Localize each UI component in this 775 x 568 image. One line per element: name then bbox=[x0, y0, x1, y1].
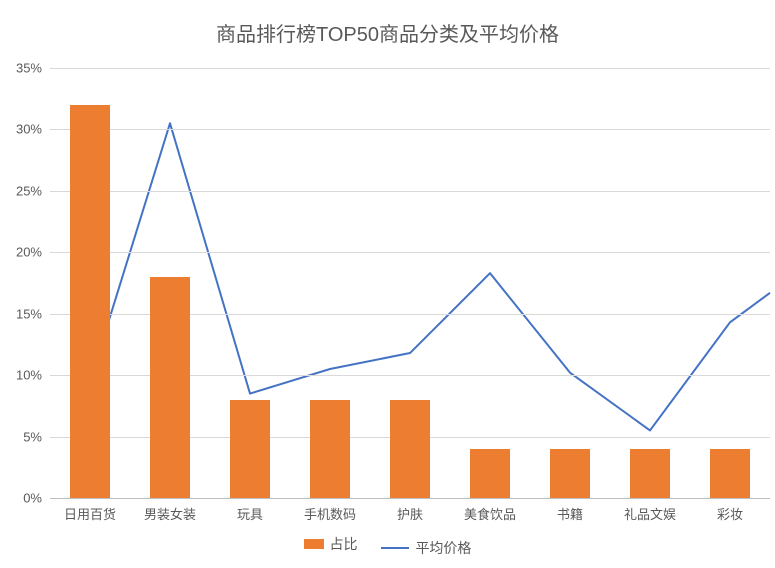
line-series bbox=[90, 123, 770, 430]
x-tick-label: 手机数码 bbox=[304, 504, 356, 523]
grid-line bbox=[50, 68, 770, 69]
y-tick-label: 10% bbox=[16, 368, 42, 383]
x-tick-label: 日用百货 bbox=[64, 504, 116, 523]
x-tick-label: 书籍 bbox=[557, 504, 583, 523]
bar bbox=[150, 277, 190, 498]
x-tick-label: 彩妆 bbox=[717, 504, 743, 523]
bar bbox=[310, 400, 350, 498]
bar bbox=[470, 449, 510, 498]
legend: 占比 平均价格 bbox=[0, 534, 775, 558]
chart-title: 商品排行榜TOP50商品分类及平均价格 bbox=[0, 18, 775, 47]
plot-area: 0%5%10%15%20%25%30%35%日用百货男装女装玩具手机数码护肤美食… bbox=[50, 68, 770, 499]
bar bbox=[230, 400, 270, 498]
legend-item-bar: 占比 bbox=[304, 534, 358, 554]
y-tick-label: 35% bbox=[16, 61, 42, 76]
y-tick-label: 20% bbox=[16, 245, 42, 260]
x-tick-label: 玩具 bbox=[237, 504, 263, 523]
y-tick-label: 30% bbox=[16, 122, 42, 137]
x-tick-label: 男装女装 bbox=[144, 504, 196, 523]
legend-label-line: 平均价格 bbox=[415, 538, 471, 558]
legend-swatch-bar bbox=[304, 539, 324, 549]
grid-line bbox=[50, 191, 770, 192]
bar bbox=[710, 449, 750, 498]
grid-line bbox=[50, 252, 770, 253]
x-tick-label: 美食饮品 bbox=[464, 504, 516, 523]
bar bbox=[70, 105, 110, 498]
y-tick-label: 5% bbox=[23, 429, 42, 444]
y-tick-label: 15% bbox=[16, 306, 42, 321]
x-tick-label: 礼品文娱 bbox=[624, 504, 676, 523]
x-tick-label: 护肤 bbox=[397, 504, 423, 523]
y-tick-label: 0% bbox=[23, 491, 42, 506]
legend-label-bar: 占比 bbox=[330, 534, 358, 554]
grid-line bbox=[50, 129, 770, 130]
y-tick-label: 25% bbox=[16, 183, 42, 198]
bar bbox=[390, 400, 430, 498]
bar bbox=[630, 449, 670, 498]
combo-chart: 商品排行榜TOP50商品分类及平均价格 0%5%10%15%20%25%30%3… bbox=[0, 0, 775, 568]
legend-swatch-line bbox=[381, 547, 409, 549]
legend-item-line: 平均价格 bbox=[381, 538, 471, 558]
bar bbox=[550, 449, 590, 498]
